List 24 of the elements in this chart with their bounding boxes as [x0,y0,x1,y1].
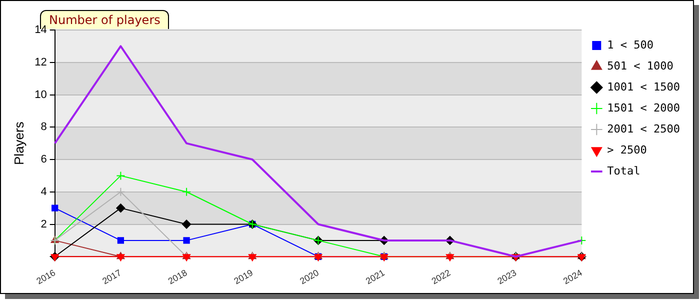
x-tick-label: 2019 [232,268,255,286]
x-tick-label: 2016 [34,268,58,286]
x-tick-label: 2023 [496,268,518,286]
legend-label: 2001 < 2500 [607,122,680,136]
x-tick-label: 2024 [562,268,584,286]
y-tick-label: 6 [40,154,47,166]
y-tick-label: 12 [34,56,47,68]
y-tick-label: 14 [34,24,47,36]
legend-label: > 2500 [607,143,647,156]
legend-label: 1501 < 2000 [607,101,680,114]
y-tick-label: 4 [40,186,47,198]
x-tick-label: 2022 [430,268,452,286]
y-axis-title: Players [11,121,26,165]
y-tick-label: 10 [34,88,47,101]
y-tick-label: 8 [40,121,47,134]
x-tick-label: 2021 [364,268,386,286]
legend-label: 1001 < 1500 [607,80,680,94]
x-tick-label: 2017 [100,268,123,286]
legend-label: 1 < 500 [607,38,654,52]
x-tick-label: 2020 [298,268,320,286]
legend-label: 501 < 1000 [607,59,674,72]
legend-label: Total [607,164,640,178]
y-tick-label: 2 [40,218,47,230]
x-tick-label: 2018 [166,268,189,286]
